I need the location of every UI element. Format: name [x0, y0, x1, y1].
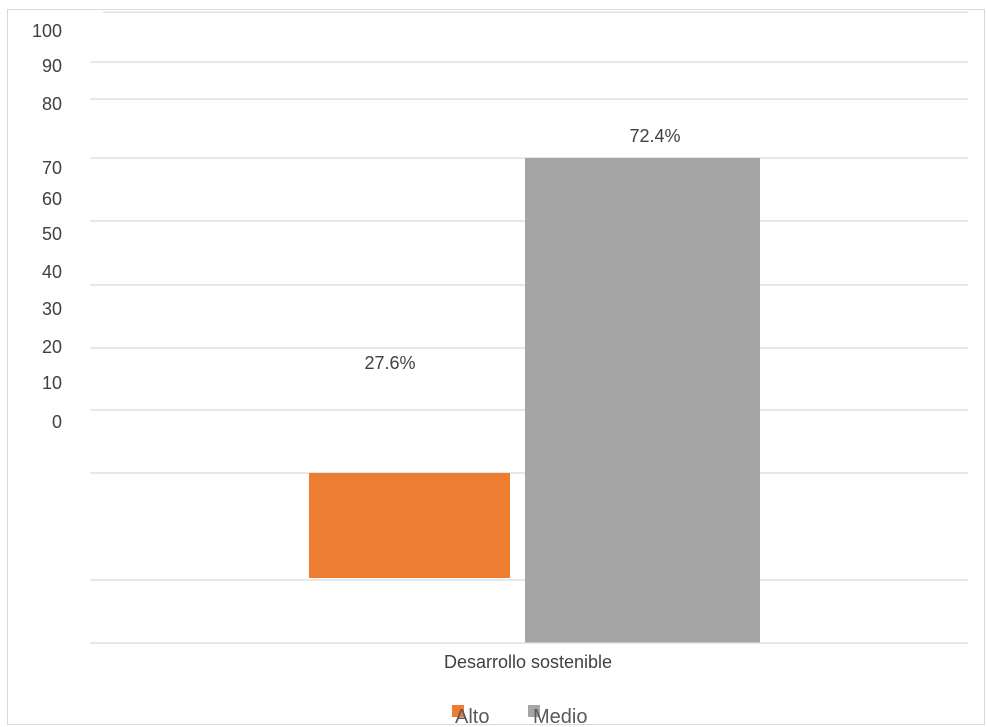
y-tick-label: 50	[42, 224, 62, 244]
bar-alto	[309, 473, 510, 578]
legend-label-alto: Alto	[455, 706, 489, 727]
y-tick-label: 40	[42, 262, 62, 282]
y-tick-label: 100	[32, 21, 62, 41]
category-label: Desarrollo sostenible	[444, 652, 612, 672]
y-tick-label: 80	[42, 94, 62, 114]
data-label-alto: 27.6%	[364, 353, 415, 373]
data-labels: 27.6% 72.4%	[364, 126, 680, 373]
bars	[309, 158, 760, 643]
y-tick-label: 70	[42, 158, 62, 178]
y-tick-label: 10	[42, 373, 62, 393]
legend-label-medio: Medio	[533, 706, 587, 727]
y-tick-label: 0	[52, 412, 62, 432]
y-tick-label: 20	[42, 337, 62, 357]
legend-swatch-alto	[452, 705, 464, 717]
y-tick-label: 30	[42, 299, 62, 319]
chart-frame	[7, 9, 985, 725]
y-tick-label: 60	[42, 189, 62, 209]
legend: Alto Medio	[452, 705, 587, 727]
data-label-medio: 72.4%	[629, 126, 680, 146]
y-tick-label: 90	[42, 56, 62, 76]
bar-medio	[525, 158, 760, 643]
legend-swatch-medio	[528, 705, 540, 717]
